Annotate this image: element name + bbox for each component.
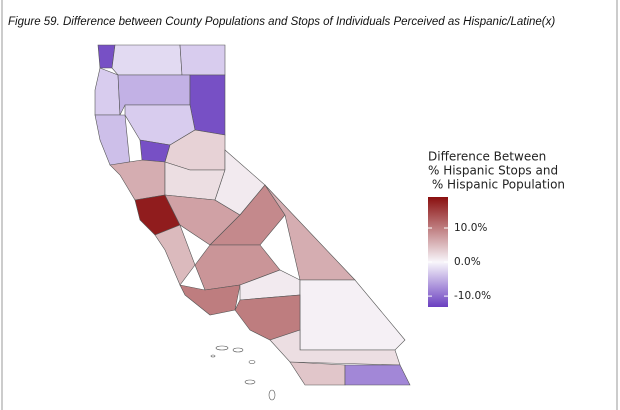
county [179, 284, 241, 316]
county [289, 361, 346, 386]
legend-title: % Hispanic Population [428, 178, 565, 192]
county [264, 184, 356, 281]
county [109, 159, 166, 201]
islands [210, 345, 276, 401]
legend-tick-label: -10.0% [454, 290, 491, 302]
legend-title: % Hispanic Stops and [428, 164, 558, 178]
county [189, 74, 226, 136]
legend-title: Difference Between [428, 150, 546, 164]
chart-title: Figure 59. Difference between County Pop… [8, 16, 555, 28]
legend-tick-label: 0.0% [454, 256, 481, 268]
county [111, 44, 183, 76]
county [299, 279, 406, 351]
county [94, 67, 121, 116]
county [344, 364, 411, 386]
legend-tick-label: 10.0% [454, 222, 487, 234]
map [94, 44, 411, 386]
county [154, 224, 196, 286]
county [214, 149, 266, 216]
county [179, 44, 226, 76]
legend-colorbar [428, 197, 448, 307]
county [94, 114, 131, 166]
